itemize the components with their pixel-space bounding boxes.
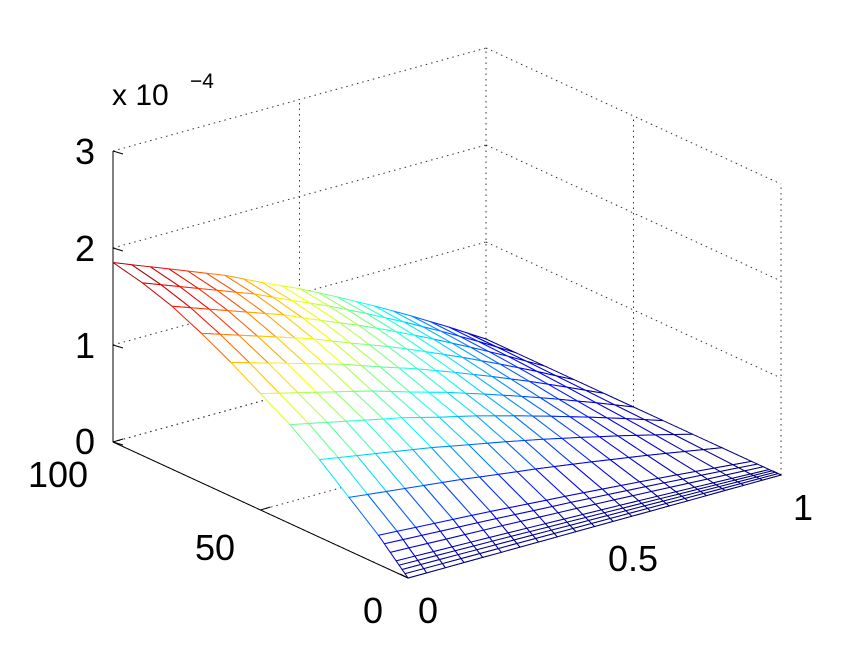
grid-line-z-side-1 bbox=[485, 241, 782, 379]
z-tick-mark-1 bbox=[112, 344, 124, 349]
z-tick-3: 3 bbox=[75, 131, 95, 172]
x-tick-mark-0 bbox=[399, 573, 409, 579]
grid-line-z-side-2 bbox=[485, 144, 782, 282]
x-tick-1: 1 bbox=[793, 487, 813, 528]
x-tick-0.5: 0.5 bbox=[608, 538, 658, 579]
y-tick-0: 0 bbox=[363, 590, 383, 631]
z-tick-0: 0 bbox=[75, 421, 95, 462]
surface-mesh bbox=[112, 262, 783, 579]
grid-line-z-side-3 bbox=[485, 47, 782, 185]
tick-labels: 0 1 2 3 100 50 0 0 0.5 1 x 10 −4 bbox=[28, 70, 813, 631]
z-multiplier-exponent: −4 bbox=[190, 70, 214, 93]
z-tick-1: 1 bbox=[75, 325, 95, 366]
y-tick-50: 50 bbox=[195, 527, 235, 568]
z-tick-2: 2 bbox=[75, 228, 95, 269]
z-tick-mark-0 bbox=[112, 441, 124, 446]
y-tick-mark-2 bbox=[112, 438, 124, 443]
x-tick-0: 0 bbox=[418, 590, 438, 631]
grid-line-z-back-3 bbox=[112, 47, 487, 152]
z-multiplier: x 10 bbox=[112, 79, 169, 112]
y-tick-mark-1 bbox=[260, 506, 271, 511]
mesh-cell-319 bbox=[404, 568, 428, 579]
z-tick-mark-2 bbox=[112, 247, 124, 252]
z-tick-mark-3 bbox=[112, 150, 124, 155]
y-tick-100: 100 bbox=[28, 454, 88, 495]
